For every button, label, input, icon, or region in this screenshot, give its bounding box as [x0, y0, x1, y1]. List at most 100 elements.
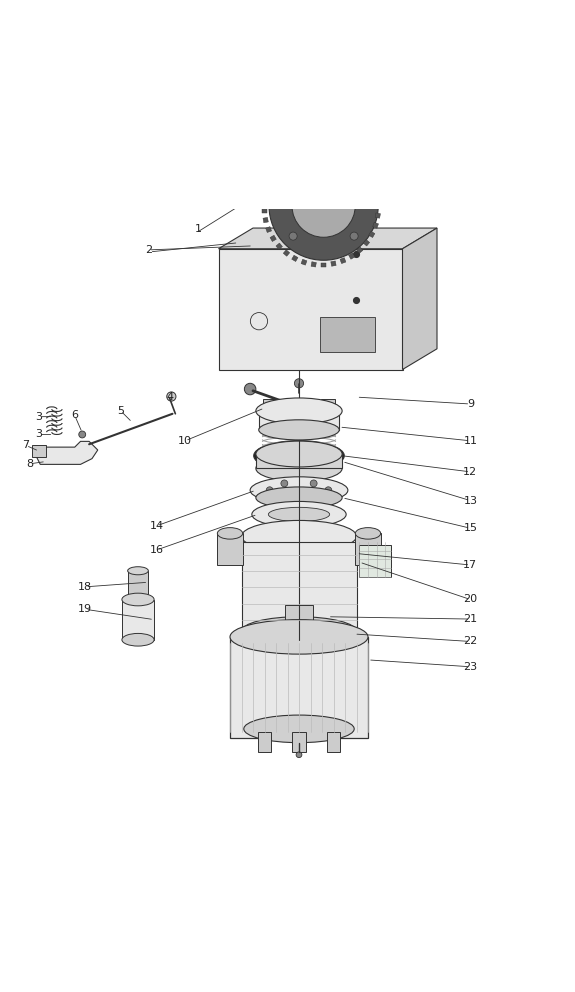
Bar [259, 411, 339, 430]
Text: 1: 1 [195, 224, 202, 234]
Circle shape [310, 480, 317, 487]
Bar [376, 203, 381, 208]
Text: 8: 8 [26, 458, 33, 469]
Ellipse shape [250, 477, 348, 504]
Circle shape [281, 480, 288, 487]
Ellipse shape [269, 507, 329, 522]
Circle shape [266, 487, 273, 494]
Bar [340, 258, 346, 264]
Bar [292, 732, 306, 752]
Text: 3: 3 [36, 412, 43, 422]
Text: 23: 23 [463, 662, 477, 672]
Ellipse shape [242, 521, 356, 553]
Ellipse shape [128, 566, 148, 574]
Bar [353, 160, 359, 166]
Bar [348, 253, 355, 259]
Bar [344, 155, 351, 161]
Bar [360, 167, 367, 173]
Text: 14: 14 [150, 521, 163, 531]
Bar [301, 259, 307, 265]
Bar [258, 732, 271, 752]
Bar [32, 444, 46, 457]
Polygon shape [218, 228, 437, 249]
Circle shape [292, 174, 355, 237]
Bar [230, 637, 368, 737]
Circle shape [354, 194, 359, 199]
Ellipse shape [230, 620, 368, 654]
Bar [373, 222, 378, 228]
Text: 18: 18 [78, 582, 92, 592]
Bar [326, 149, 332, 154]
Circle shape [289, 171, 297, 180]
Ellipse shape [256, 398, 342, 424]
Text: 19: 19 [78, 604, 92, 614]
Text: 12: 12 [463, 467, 477, 477]
Bar [321, 400, 335, 423]
Bar [369, 231, 375, 237]
Text: 17: 17 [463, 560, 477, 570]
Ellipse shape [252, 501, 346, 528]
Bar [306, 150, 312, 155]
Bar [279, 163, 286, 169]
Circle shape [244, 383, 256, 395]
Bar [270, 235, 277, 241]
Bar [283, 250, 290, 256]
Ellipse shape [244, 715, 354, 743]
Text: 22: 22 [463, 637, 477, 647]
Circle shape [281, 494, 288, 501]
Ellipse shape [256, 441, 342, 467]
Ellipse shape [122, 593, 154, 606]
Ellipse shape [217, 528, 243, 539]
Circle shape [79, 432, 86, 437]
Circle shape [289, 232, 297, 240]
Polygon shape [218, 249, 402, 369]
Bar [268, 179, 274, 185]
Bar [321, 263, 326, 267]
Bar [122, 599, 154, 640]
Text: 21: 21 [463, 614, 477, 624]
Circle shape [167, 392, 176, 401]
Text: 2: 2 [145, 245, 152, 255]
Ellipse shape [128, 595, 148, 603]
Bar [374, 193, 380, 198]
Ellipse shape [247, 621, 351, 647]
Bar [242, 542, 356, 631]
Bar [256, 454, 342, 468]
Bar [273, 170, 279, 177]
Bar [355, 534, 381, 565]
Circle shape [350, 232, 358, 240]
Bar [356, 247, 363, 253]
Text: 20: 20 [463, 594, 477, 604]
Ellipse shape [256, 487, 342, 509]
Ellipse shape [242, 617, 356, 646]
Bar [359, 545, 391, 576]
Bar [331, 261, 336, 266]
Bar [262, 197, 267, 203]
Bar [311, 262, 316, 267]
Bar [320, 316, 375, 352]
Circle shape [350, 171, 358, 180]
Ellipse shape [254, 440, 344, 471]
Bar [128, 570, 148, 599]
Ellipse shape [256, 455, 342, 481]
Text: 13: 13 [463, 496, 477, 506]
Ellipse shape [264, 445, 334, 466]
Circle shape [310, 494, 317, 501]
Text: 15: 15 [463, 523, 477, 533]
Bar [263, 400, 277, 423]
Circle shape [269, 151, 378, 260]
Bar [288, 157, 294, 163]
Polygon shape [402, 228, 437, 369]
Text: 16: 16 [150, 545, 163, 556]
Text: 5: 5 [117, 406, 124, 416]
Bar [297, 152, 302, 158]
Bar [336, 151, 342, 157]
Circle shape [325, 487, 332, 494]
Bar [363, 239, 370, 246]
Bar [371, 184, 377, 189]
Text: 9: 9 [467, 399, 474, 409]
Bar [262, 208, 267, 212]
Circle shape [294, 379, 304, 388]
Bar [276, 243, 282, 250]
Text: 3: 3 [36, 430, 43, 439]
